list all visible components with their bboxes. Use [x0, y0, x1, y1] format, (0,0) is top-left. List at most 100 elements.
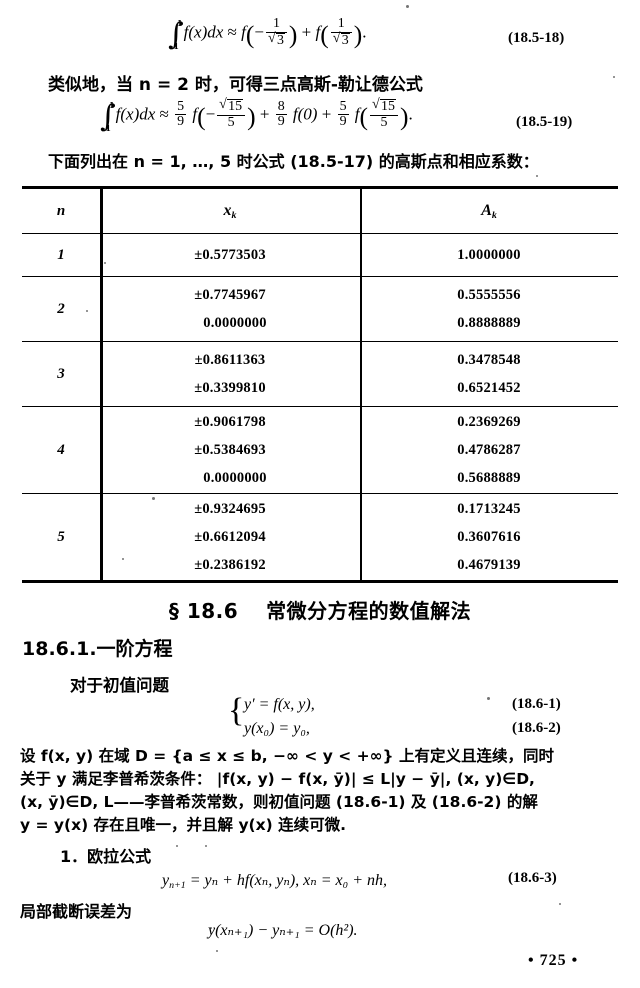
cell-n: 1 [57, 246, 65, 263]
table-bottom-rule [22, 580, 618, 583]
system-brace: { [228, 692, 245, 729]
scan-speck [104, 262, 106, 264]
table-header-xk: xk [223, 201, 237, 221]
text-local-truncation-error: 局部截断误差为 [20, 902, 133, 921]
scan-speck [216, 950, 218, 952]
eq-18-6-3-lhs: yn+1 [162, 872, 186, 891]
text-line-table-intro: 下面列出在 n = 1, …, 5 时公式 (18.5-17) 的高斯点和相应系… [48, 152, 539, 171]
table-header-ak: Ak [481, 201, 497, 221]
table-row-rule [22, 276, 618, 277]
term-f-zero: f(0) [292, 104, 318, 124]
integral-lower-limit-2: -1 [102, 123, 111, 134]
integral-upper-limit: 1 [177, 17, 183, 28]
integrand: f(x)dx [183, 22, 224, 42]
left-paren: ( [245, 20, 255, 50]
integral-lower-limit: -1 [170, 41, 179, 52]
left-paren-2: ( [320, 20, 329, 50]
scan-speck [86, 310, 88, 312]
right-paren-4: ) [399, 102, 409, 132]
integrand-2: f(x)dx [115, 104, 156, 124]
equation-tag-18-6-1: (18.6-1) [512, 696, 561, 712]
table-row-rule [22, 493, 618, 494]
cell-ak: 0.1713245 0.3607616 0.4679139 [457, 500, 521, 574]
table-row: 1 ±0.5773503 1.0000000 [22, 234, 618, 276]
table-header-n: n [56, 202, 66, 219]
plus-sign: + [301, 22, 312, 42]
equation-tag-18-5-19: (18.5-19) [516, 114, 573, 130]
function-f-2: f [315, 22, 321, 42]
item-euler-formula: 1．欧拉公式 [60, 847, 152, 866]
fraction-1-sqrt3-2: 13 [330, 16, 352, 48]
right-paren: ) [288, 20, 298, 50]
minus-sign: − [254, 22, 264, 42]
cell-ak: 0.2369269 0.4786287 0.5688889 [457, 413, 521, 487]
table-vline-left [100, 189, 103, 233]
scan-speck [559, 903, 561, 905]
equation-18-5-18: ∫1-1f(x)dx ≈ f(−13) + f(13). [168, 16, 367, 52]
table-header-rule [22, 233, 618, 234]
table-row: 4 ±0.9061798 ±0.5384693 0.0000000 0.2369… [22, 407, 618, 493]
sqrt-3: 3 [268, 32, 285, 49]
row-vline-right [360, 342, 362, 406]
text-line-similar: 类似地，当 n = 2 时，可得三点高斯-勒让德公式 [48, 75, 423, 95]
plus-sign-3: + [321, 104, 332, 124]
eq-18-6-3-body: = yₙ + hf(xₙ, yₙ), xₙ = x₀ + nh, [185, 872, 387, 889]
cell-n: 3 [57, 365, 65, 382]
integral-sign: ∫ 1 -1 [168, 16, 184, 52]
approx-sign: ≈ [227, 22, 237, 42]
equation-tag-18-6-2: (18.6-2) [512, 720, 561, 736]
row-vline-left [100, 342, 103, 406]
scan-speck [536, 175, 538, 177]
cell-xk: ±0.7745967 0.0000000 [194, 286, 267, 331]
row-vline-right [360, 277, 362, 341]
cell-n: 2 [57, 300, 65, 317]
page-number: • 725 • [528, 952, 579, 969]
cell-ak: 0.5555556 0.8888889 [457, 286, 521, 331]
scan-speck [122, 558, 124, 560]
cell-xk: ±0.5773503 [194, 246, 266, 263]
left-paren-4: ( [359, 102, 369, 132]
paragraph-line-3: (x, ȳ)∈D, L——李普希茨常数，则初值问题 (18.6-1) 及 (18… [20, 793, 538, 811]
table-header-row: n xk Ak [22, 189, 618, 233]
approx-sign-2: ≈ [159, 104, 169, 124]
scan-speck [152, 497, 155, 500]
row-vline-right [360, 407, 362, 493]
row-vline-left [100, 494, 103, 580]
sqrt-15: 15 [219, 98, 244, 115]
paragraph-line-2: 关于 y 满足李普希茨条件： |f(x, y) − f(x, ȳ)| ≤ L|y… [20, 770, 535, 788]
cell-n: 5 [57, 528, 65, 545]
minus-sign-2: − [205, 104, 216, 124]
period: . [362, 22, 367, 42]
table-vline-right [360, 189, 362, 233]
scan-speck [487, 697, 490, 700]
fraction-sqrt15-5: 155 [217, 98, 246, 130]
right-paren-3: ) [247, 102, 256, 132]
row-vline-left [100, 277, 103, 341]
fraction-1-sqrt3: 13 [265, 16, 287, 49]
subsection-heading: 18.6.1.一阶方程 [22, 638, 173, 660]
table-row: 3 ±0.8611363 ±0.3399810 0.3478548 0.6521… [22, 342, 618, 406]
equation-18-6-1: y′ = f(x, y), [244, 696, 315, 713]
scan-speck [406, 5, 409, 8]
plus-sign-2: + [259, 104, 270, 124]
equation-tag-18-5-18: (18.5-18) [508, 30, 565, 46]
scan-speck [156, 784, 158, 786]
left-paren-3: ( [197, 102, 206, 132]
equation-tag-18-6-3: (18.6-3) [508, 870, 557, 886]
table-top-rule [22, 186, 618, 189]
scan-speck [176, 845, 178, 847]
scan-speck [613, 76, 615, 78]
paragraph-line-1: 设 f(x, y) 在域 D = {a ≤ x ≤ b, −∞ < y < +∞… [20, 747, 554, 765]
equation-18-6-3: yn+1 = yₙ + hf(xₙ, yₙ), xₙ = x₀ + nh, [162, 870, 387, 891]
gauss-legendre-table: n xk Ak 1 ±0.5773503 1.0000000 2 ±0.7745… [22, 186, 618, 583]
fraction-sqrt15-5-2: 155 [370, 98, 398, 130]
function-f-3: f [192, 104, 198, 124]
function-f-4: f [354, 104, 360, 124]
scan-speck [205, 845, 207, 847]
function-f: f [241, 22, 246, 42]
table-row: 2 ±0.7745967 0.0000000 0.5555556 0.88888… [22, 277, 618, 341]
row-vline-right [360, 494, 362, 580]
